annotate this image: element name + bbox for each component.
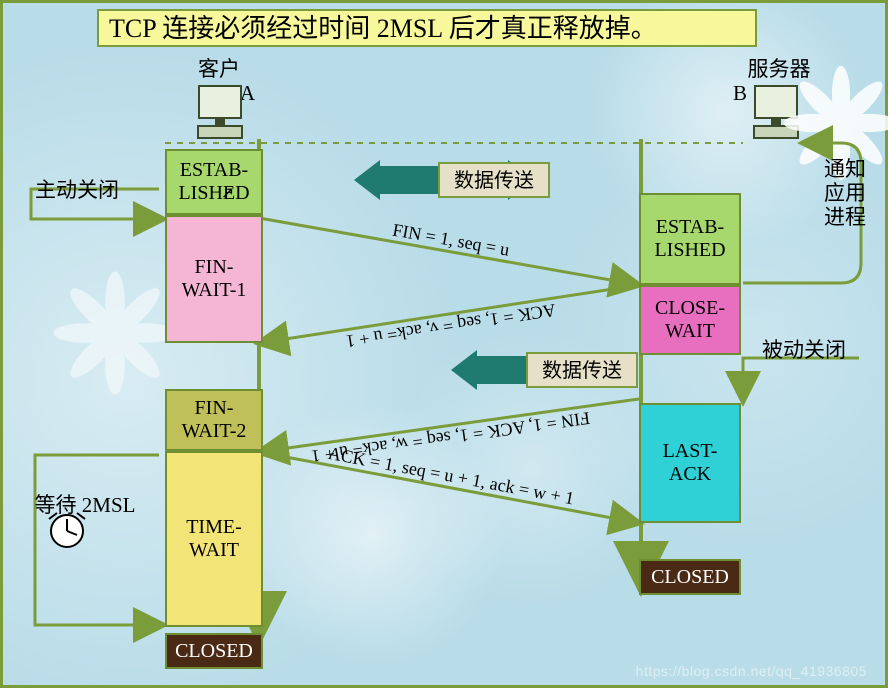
watermark-text: https://blog.csdn.net/qq_41936805 — [636, 663, 867, 679]
annotation-l-wait-2msl: 等待 2MSL — [25, 493, 145, 517]
cursor-icon: ↖ — [221, 185, 234, 203]
state-s-lastack: LAST-ACK — [639, 403, 741, 523]
state-s-established: ESTAB-LISHED — [639, 193, 741, 285]
state-c-timewait: TIME-WAIT — [165, 451, 263, 627]
diagram-stage: TCP 连接必须经过时间 2MSL 后才真正释放掉。 客户A 服务器B FIN … — [0, 0, 888, 688]
data-transfer-label: 数据传送 — [454, 169, 534, 192]
annotation-l-active-close: 主动关闭 — [17, 178, 137, 202]
state-c-finwait2: FIN-WAIT-2 — [165, 389, 263, 451]
state-c-closed: CLOSED — [165, 633, 263, 669]
data-transfer-label: 数据传送 — [542, 359, 622, 382]
annotation-l-passive-close: 被动关闭 — [749, 338, 859, 362]
state-c-established: ESTAB-LISHED↖ — [165, 149, 263, 215]
state-c-finwait1: FIN-WAIT-1 — [165, 215, 263, 343]
annotation-l-notify: 通知 应用 进程 — [817, 157, 873, 229]
state-s-closed: CLOSED — [639, 559, 741, 595]
message-label: FIN = 1, seq = u — [391, 220, 511, 260]
message-label: ACK = 1, seq = u + 1, ack = w + 1 — [327, 443, 576, 509]
state-s-closewait: CLOSE-WAIT — [639, 285, 741, 355]
